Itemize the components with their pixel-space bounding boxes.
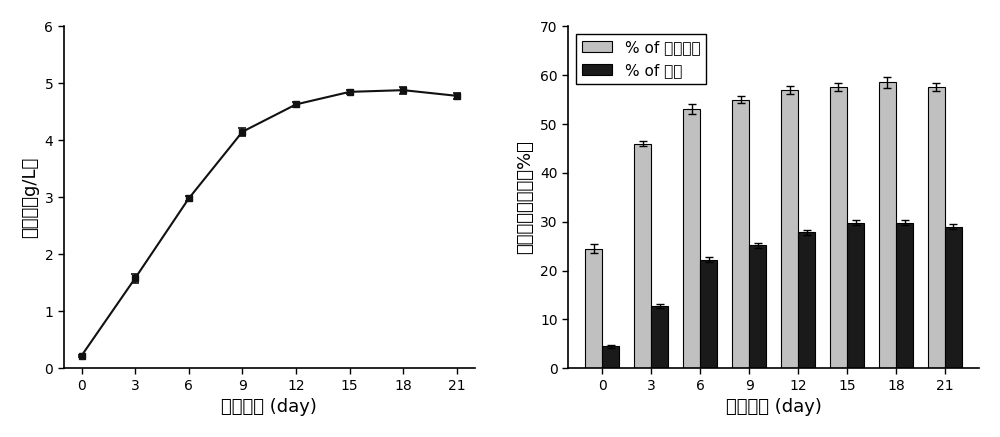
X-axis label: 培养时间 (day): 培养时间 (day) [726, 398, 822, 416]
Bar [896, 223, 913, 368]
Bar [798, 232, 815, 368]
Bar [749, 245, 766, 368]
X-axis label: 培养时间 (day): 培养时间 (day) [221, 398, 317, 416]
Bar [781, 90, 798, 368]
Y-axis label: 棕榈油酸的含量（%）: 棕榈油酸的含量（%） [516, 140, 534, 254]
Bar [683, 109, 700, 368]
Bar [879, 83, 896, 368]
Bar [602, 346, 619, 368]
Bar [847, 223, 864, 368]
Bar [651, 306, 668, 368]
Y-axis label: 生物量（g/L）: 生物量（g/L） [21, 156, 39, 238]
Bar [585, 249, 602, 368]
Bar [634, 143, 651, 368]
Bar [830, 87, 847, 368]
Legend: % of 总脂肪酸, % of 干重: % of 总脂肪酸, % of 干重 [576, 34, 706, 84]
Bar [945, 226, 962, 368]
Bar [700, 260, 717, 368]
Bar [928, 87, 945, 368]
Bar [732, 100, 749, 368]
